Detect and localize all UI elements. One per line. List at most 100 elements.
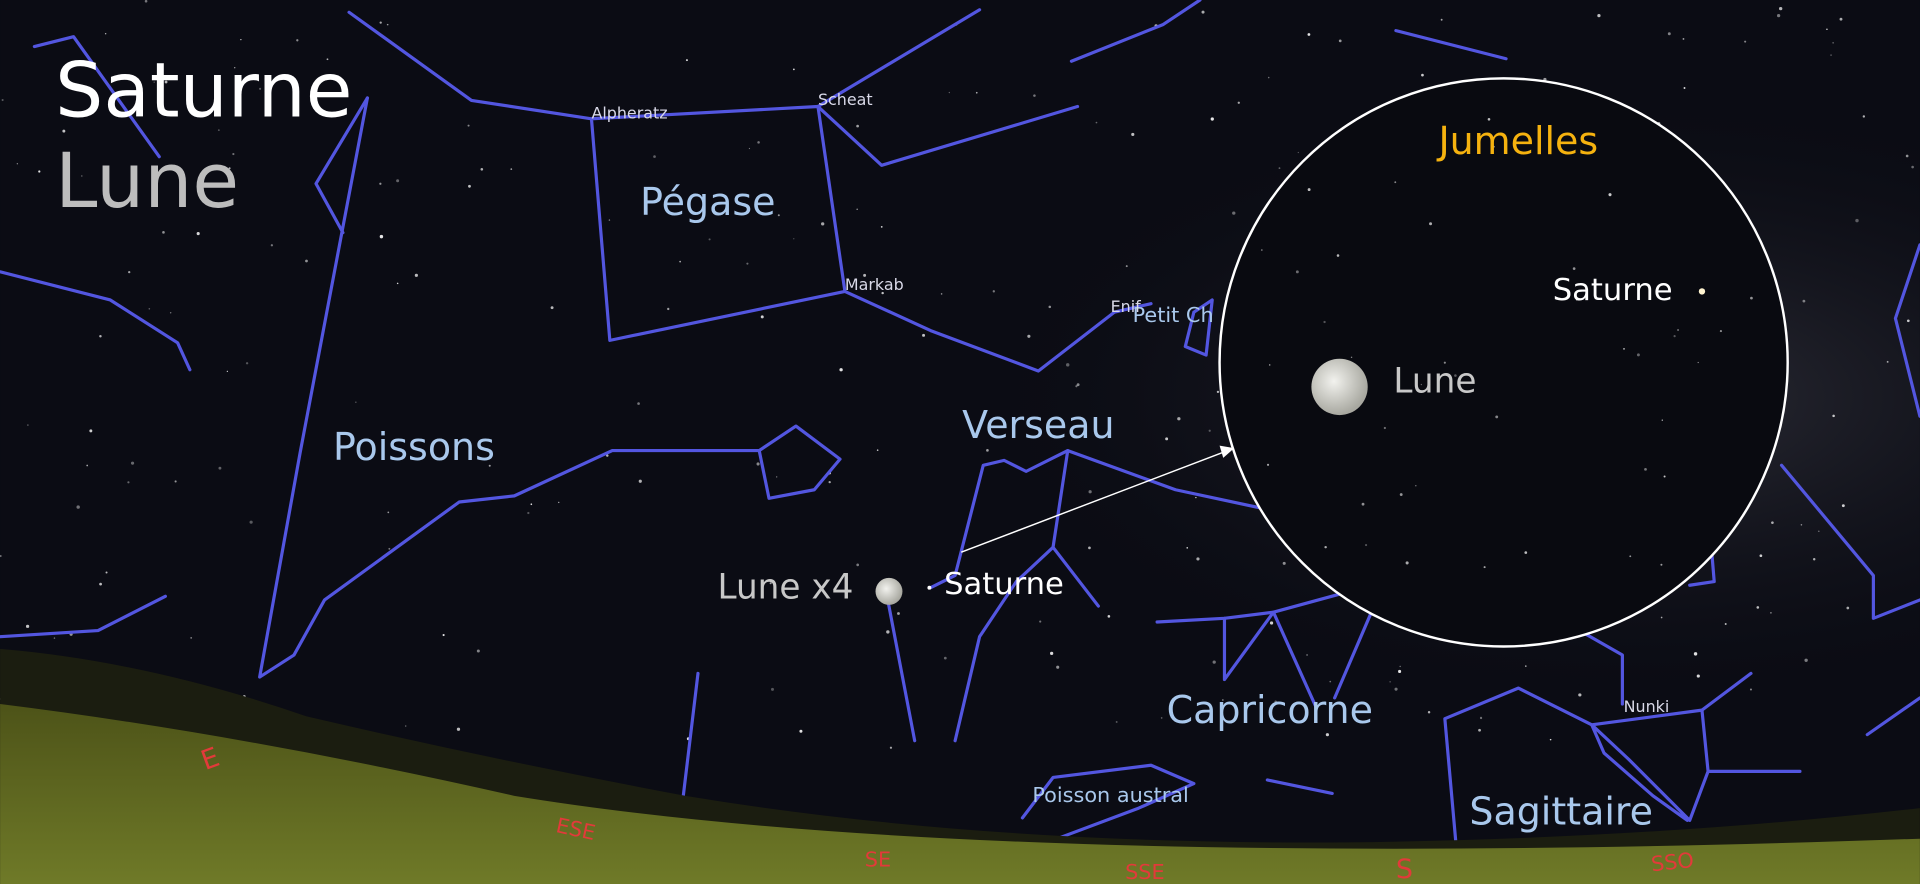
star-dot (305, 260, 308, 263)
star-dot (1524, 551, 1527, 554)
star-dot (1308, 188, 1311, 191)
star-dot (1840, 18, 1843, 21)
star-dot (1027, 335, 1030, 338)
sky-view: Pégase Poissons Verseau Capricorne Sagit… (0, 0, 1920, 884)
star-dot (799, 730, 802, 733)
star-dot (355, 402, 356, 403)
star-dot (1756, 606, 1759, 609)
star-dot (1911, 166, 1914, 169)
star-dot (1209, 430, 1211, 432)
star-dot (1406, 561, 1409, 564)
star-dot (1818, 530, 1820, 532)
star-dot (1637, 353, 1640, 356)
star-dot (388, 548, 390, 550)
star-dot (1550, 739, 1552, 741)
star-dot (679, 261, 681, 263)
star-dot (653, 155, 656, 158)
star-dot (1329, 681, 1331, 683)
star-dot (1664, 476, 1666, 478)
star-dot (1428, 711, 1430, 713)
star-dot (1623, 348, 1625, 350)
saturn (927, 586, 931, 590)
star-dot (1066, 363, 1069, 366)
star-dot (1267, 464, 1269, 466)
star-dot (829, 481, 831, 483)
title: Saturne (55, 46, 352, 134)
star-dot (250, 521, 253, 524)
star-dot (190, 637, 192, 639)
star-dot (1684, 87, 1686, 89)
star-dot (839, 368, 842, 371)
star-dot (1578, 693, 1581, 696)
star-dot (1362, 503, 1365, 506)
star-dot (26, 625, 29, 628)
star-dot (227, 371, 228, 372)
star-dot (922, 334, 925, 337)
star-dot (1832, 42, 1833, 43)
star-dot (1394, 181, 1396, 183)
star-dot (976, 92, 978, 94)
star-dot (1096, 122, 1098, 124)
star-dot (778, 214, 780, 216)
star-dot (1399, 666, 1400, 667)
star-dot (1394, 688, 1397, 691)
star-dot (709, 238, 711, 240)
star-dot (757, 141, 760, 144)
star-dot (1298, 152, 1299, 153)
star-dot (1398, 670, 1401, 673)
star-dot (1211, 117, 1214, 120)
star-dot (405, 725, 406, 726)
page: {"header": {"title": "Saturne", "subtitl… (0, 0, 1920, 884)
moon (876, 578, 903, 605)
star-dot (468, 125, 470, 127)
star-dot (1906, 155, 1909, 158)
star-dot (128, 271, 130, 273)
star-dot (1088, 547, 1091, 550)
star-dot (1296, 270, 1299, 273)
star-dot (1323, 321, 1325, 323)
star-dot (886, 630, 889, 633)
star-dot (89, 429, 92, 432)
star-dot (197, 232, 200, 235)
star-dot (821, 222, 824, 225)
star-dot (1770, 612, 1771, 613)
star-dot (944, 657, 947, 660)
star-dot (145, 0, 148, 2)
star-dot (1801, 524, 1803, 526)
star-dot (296, 39, 298, 41)
star-dot (1887, 361, 1889, 363)
star-dot (1525, 665, 1526, 666)
star-dot (468, 185, 471, 188)
star-dot (1421, 74, 1424, 77)
star-dot (771, 688, 774, 691)
star-dot (17, 163, 18, 164)
star-dot (793, 68, 795, 70)
star-dot (1720, 330, 1722, 332)
star-dot (1126, 265, 1128, 267)
star-dot (856, 564, 859, 567)
star-dot (99, 583, 102, 586)
star-dot (1202, 11, 1205, 14)
star-dot (1165, 437, 1168, 440)
star-dot (1268, 77, 1270, 79)
star-dot (1661, 617, 1663, 619)
star-dot (1830, 54, 1832, 56)
star-dot (387, 24, 389, 26)
star-dot (1261, 249, 1262, 250)
constellation-label: Sagittaire (1469, 790, 1653, 834)
star-dot (397, 283, 399, 285)
star-dot (99, 335, 101, 337)
star-dot (1270, 621, 1273, 624)
star-dot (761, 315, 764, 318)
star-dot (993, 290, 995, 292)
star-dot (510, 168, 512, 170)
star-dot (246, 362, 248, 364)
star-label: Enif (1111, 297, 1142, 316)
star-dot (1186, 547, 1188, 549)
star-dot (1760, 554, 1763, 557)
star-label: Markab (845, 275, 904, 294)
star-dot (1365, 544, 1367, 546)
star-dot (1674, 335, 1676, 337)
star-dot (1662, 419, 1663, 420)
star-dot (1324, 546, 1326, 548)
